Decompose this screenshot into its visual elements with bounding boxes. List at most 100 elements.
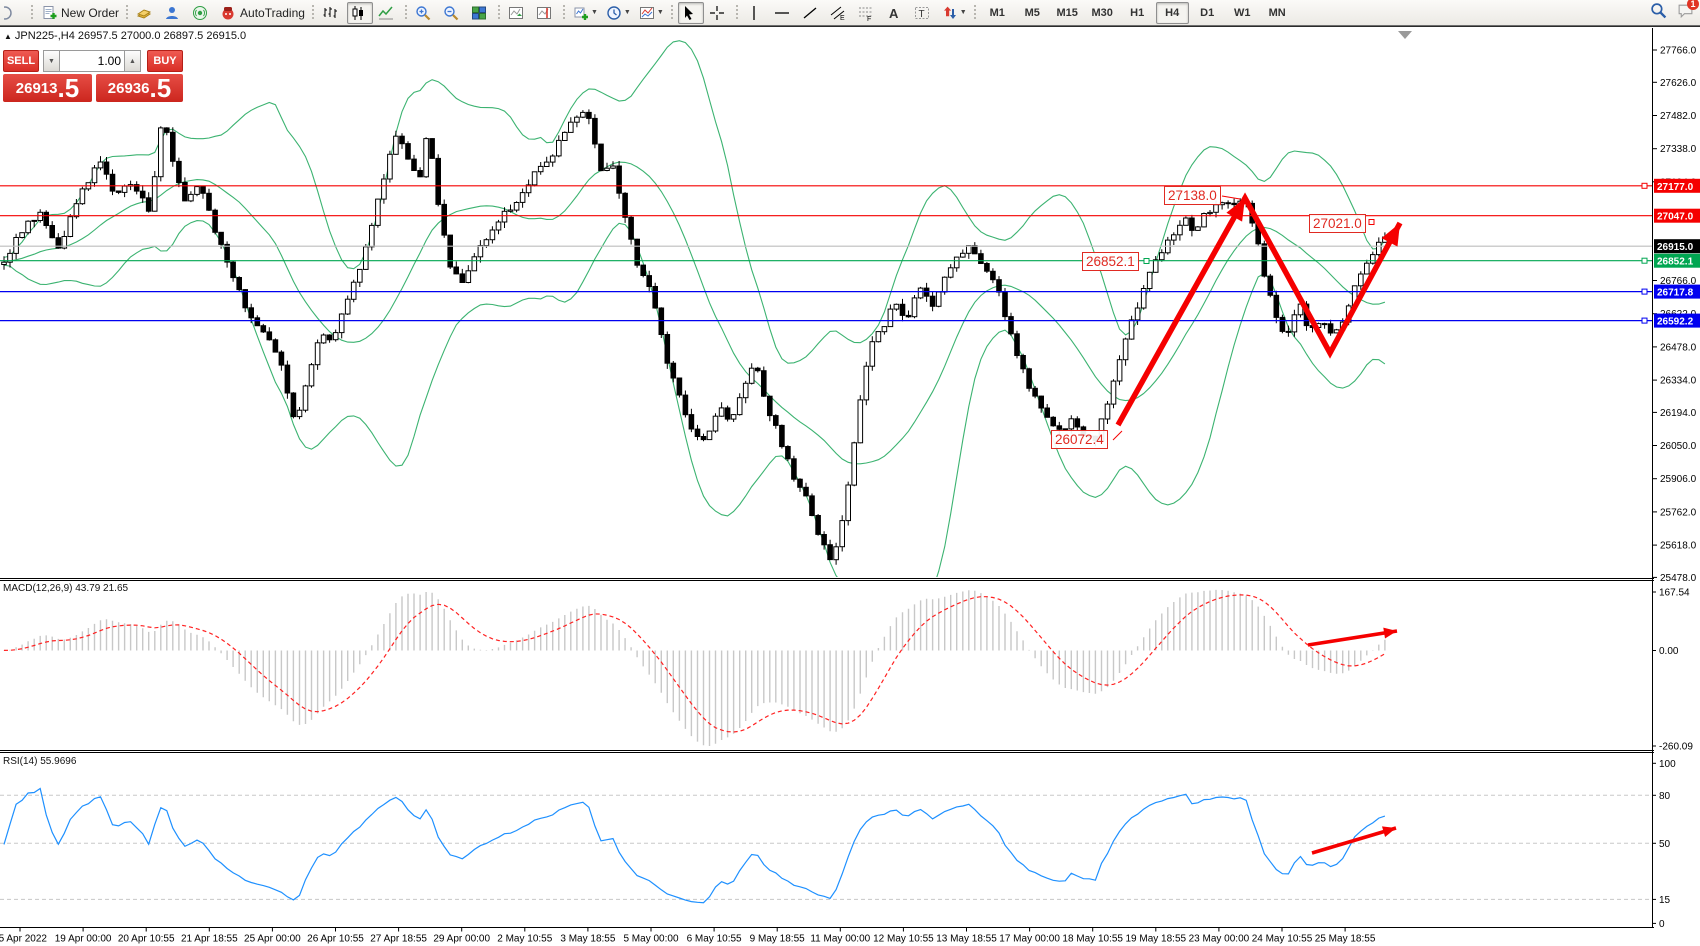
rsi-arrow[interactable] [1311,826,1397,855]
rsi-line [3,787,1386,904]
vertical-line-button[interactable] [743,2,769,24]
clipped-left-button[interactable] [1,2,27,24]
macd-arrow[interactable] [1307,627,1398,647]
toolbar-separator [310,4,316,21]
search-button[interactable] [1650,2,1667,24]
svg-text:19 May 18:55: 19 May 18:55 [1125,934,1186,945]
half-doc-icon [4,5,20,21]
new-order-button[interactable]: New Order [38,2,122,24]
cursor-icon [681,5,697,21]
templates-button[interactable]: ▼ [636,2,667,24]
svg-text:15 Apr 2022: 15 Apr 2022 [0,934,47,945]
volume-decrease-button[interactable]: ▼ [43,50,60,72]
price-axis: 27766.027626.027482.027338.027194.026766… [1652,46,1700,584]
candlesticks [1,109,1388,565]
horizontal-line-button[interactable] [771,2,797,24]
zoom-out-button[interactable] [440,2,466,24]
target-callout[interactable]: 27021.0 [1309,214,1366,233]
community-icon [164,5,180,21]
svg-text:25478.0: 25478.0 [1660,573,1697,584]
svg-text:27047.0: 27047.0 [1657,212,1694,223]
timeframe-h4-button[interactable]: H4 [1155,1,1189,24]
mid-level-callout[interactable]: 26852.1 [1082,252,1139,271]
symbol-info: ▲ JPN225-,H4 26957.5 27000.0 26897.5 2691… [4,30,246,42]
channel-icon: E [830,5,846,21]
bar-chart-icon [322,5,338,21]
swing-high-callout[interactable]: 27138.0 [1164,186,1221,205]
sell-price-display[interactable]: 26913.5 [3,74,92,102]
candlestick-icon [350,5,366,21]
journal-button[interactable] [133,2,159,24]
periods-button[interactable]: ▼ [603,2,634,24]
svg-text:26915.0: 26915.0 [1657,242,1694,253]
candlestick-button[interactable] [346,1,373,24]
rsi-indicator-label: RSI(14) 55.9696 [3,756,77,767]
chart-shift-button[interactable] [533,2,559,24]
timeframe-m15-button[interactable]: M15 [1056,6,1078,19]
one-click-trading-panel: SELL ▼ ▲ BUY 26913.5 26936.5 [3,50,183,102]
main-toolbar: New Order AutoTrading ▼ ▼ ▼ E F A T ▼ M1 M5 M15 M30 H1… [0,0,1700,26]
timeframe-w1-button[interactable]: W1 [1233,6,1251,19]
svg-text:-260.09: -260.09 [1659,742,1693,753]
macd-histogram [3,589,1386,746]
chevron-down-icon: ▼ [623,9,631,16]
notifications-button[interactable]: 1 [1677,0,1699,24]
buy-price-main: 26936 [107,80,150,97]
crosshair-button[interactable] [706,2,732,24]
notification-badge: 1 [1687,0,1699,10]
buy-price-display[interactable]: 26936.5 [95,74,183,102]
chart-shift-marker[interactable] [1398,31,1412,39]
svg-text:26717.8: 26717.8 [1657,288,1694,299]
zoom-in-button[interactable] [412,2,438,24]
equidistant-channel-button[interactable]: E [827,2,853,24]
sell-button[interactable]: SELL [3,50,39,72]
line-chart-button[interactable] [375,2,401,24]
volume-increase-button[interactable]: ▲ [124,50,141,72]
crosshair-icon [709,5,725,21]
bar-chart-button[interactable] [319,2,345,24]
trendline-button[interactable] [799,2,825,24]
svg-text:25 Apr 00:00: 25 Apr 00:00 [244,934,301,945]
text-icon: A [886,5,902,21]
autotrading-button[interactable]: AutoTrading [217,2,308,24]
svg-text:20 Apr 10:55: 20 Apr 10:55 [118,934,175,945]
macd-pane [3,589,1386,746]
fibonacci-button[interactable]: F [855,2,881,24]
label-icon: T [914,5,930,21]
timeframe-mn-button[interactable]: MN [1268,6,1286,19]
tile-windows-button[interactable] [468,2,494,24]
text-label-button[interactable]: T [911,2,937,24]
timeframe-h1-button[interactable]: H1 [1130,6,1145,19]
svg-text:27766.0: 27766.0 [1660,46,1697,57]
svg-text:2 May 10:55: 2 May 10:55 [497,934,552,945]
buy-button[interactable]: BUY [147,50,183,72]
chevron-down-icon: ▼ [656,9,664,16]
timeframe-m30-button[interactable]: M30 [1091,6,1113,19]
toolbar-separator [30,4,35,21]
svg-text:29 Apr 00:00: 29 Apr 00:00 [433,934,490,945]
swing-low-callout[interactable]: 26072.4 [1051,430,1108,449]
macd-axis: 167.54 0.00 -260.09 [1652,588,1693,753]
trend-zigzag-arrow[interactable] [1115,192,1403,427]
auto-scroll-button[interactable] [505,2,531,24]
broadcast-button[interactable] [189,2,215,24]
rsi-axis: 100 80 50 15 0 [1652,759,1676,930]
svg-text:13 May 18:55: 13 May 18:55 [936,934,997,945]
arrows-button[interactable]: ▼ [939,2,970,24]
callout-connectors [1112,195,1375,441]
cursor-button[interactable] [677,1,704,24]
svg-text:50: 50 [1659,839,1671,850]
timeframe-m5-button[interactable]: M5 [1024,6,1040,19]
svg-text:F: F [867,16,871,21]
svg-text:26592.2: 26592.2 [1657,317,1694,328]
timeframe-m1-button[interactable]: M1 [989,6,1005,19]
toolbar-separator [734,4,740,21]
svg-text:3 May 18:55: 3 May 18:55 [560,934,615,945]
volume-input[interactable] [60,50,124,72]
sell-price-frac: .5 [57,73,80,103]
timeframe-d1-button[interactable]: D1 [1200,6,1215,19]
indicators-button[interactable]: ▼ [570,2,601,24]
text-button[interactable]: A [883,2,909,24]
community-button[interactable] [161,2,187,24]
